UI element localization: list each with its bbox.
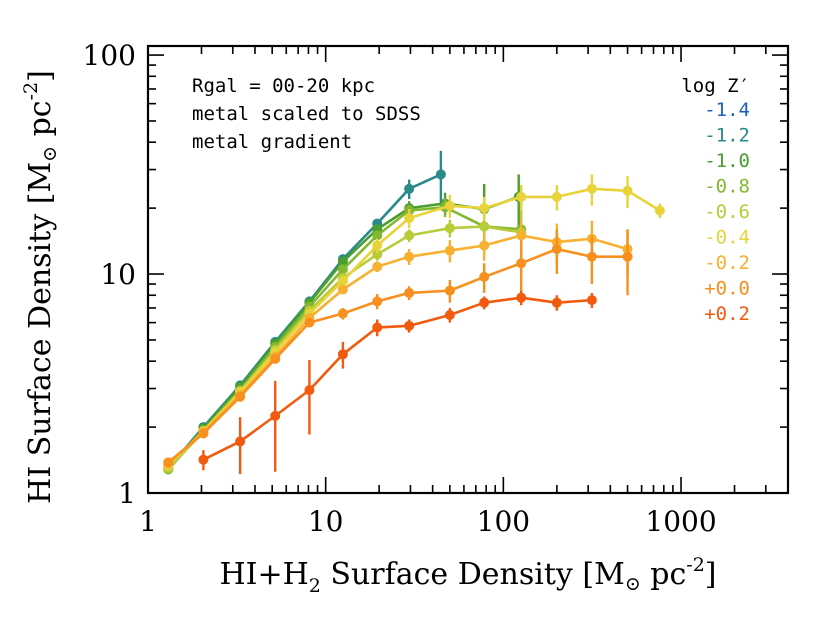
series-+0.0: [163, 229, 633, 468]
plot-content: [163, 150, 665, 475]
legend-entry--0.2: -0.2: [704, 252, 750, 274]
annotation-line-1: Rgal = 00-20 kpc: [192, 75, 375, 97]
data-point-+0.0-1: [198, 428, 209, 439]
data-point--0.8-6: [372, 230, 383, 241]
data-point-+0.0-9: [479, 271, 490, 282]
series--0.8: [163, 198, 527, 475]
axis-ticks: [147, 46, 789, 494]
y-tick-label-10: 10: [100, 258, 136, 291]
data-point--0.2-8: [444, 245, 455, 256]
data-point-+0.2-6: [404, 320, 415, 331]
series-line--0.4: [167, 187, 661, 467]
series-line-+0.2: [202, 296, 592, 461]
data-point-+0.0-10: [516, 258, 527, 269]
data-point--0.4-5: [337, 275, 348, 286]
data-point--0.2-9: [479, 240, 490, 251]
data-point-+0.0-2: [235, 391, 246, 402]
legend-entry-+0.0: +0.0: [704, 278, 750, 300]
data-point-+0.2-3: [304, 385, 315, 396]
data-point-+0.0-5: [337, 308, 348, 319]
annotation-line-3: metal gradient: [192, 131, 352, 153]
data-point-+0.2-10: [551, 297, 562, 308]
data-point-+0.0-11: [551, 244, 562, 255]
data-point-+0.2-7: [444, 309, 455, 320]
legend-entry-+0.2: +0.2: [704, 303, 750, 325]
data-point-+0.2-5: [372, 322, 383, 333]
legend-entry--0.8: -0.8: [704, 176, 750, 198]
data-point-+0.0-8: [444, 285, 455, 296]
data-point-+0.2-8: [479, 297, 490, 308]
data-point-+0.0-12: [586, 251, 597, 262]
legend-entry--1.0: -1.0: [704, 150, 750, 172]
data-point--0.2-5: [337, 284, 348, 295]
data-point--0.4-13: [622, 185, 633, 196]
data-point--0.4-11: [551, 191, 562, 202]
x-tick-label-100: 100: [477, 505, 530, 538]
legend-entry--0.4: -0.4: [704, 227, 750, 249]
data-point--0.6-6: [372, 249, 383, 260]
data-point--1.2-8: [435, 169, 446, 180]
annotation: Rgal = 00-20 kpc metal scaled to SDSS me…: [192, 75, 421, 153]
data-point--0.2-6: [372, 261, 383, 272]
data-point--0.4-14: [654, 205, 665, 216]
series-+0.2: [198, 290, 597, 475]
y-axis-label: HI Surface Density [M⊙ pc-2]: [20, 70, 61, 504]
series--0.4: [163, 174, 665, 471]
data-point-+0.2-0: [198, 454, 209, 465]
legend-entry--0.6: -0.6: [704, 201, 750, 223]
data-point--0.4-7: [404, 213, 415, 224]
data-point--1.2-7: [404, 183, 415, 194]
data-point--0.2-10: [516, 230, 527, 241]
data-point--0.2-7: [404, 251, 415, 262]
data-point--0.6-8: [444, 223, 455, 234]
x-tick-label-1: 1: [139, 505, 157, 538]
series--0.2: [163, 218, 633, 469]
data-point--0.8-5: [337, 264, 348, 275]
data-point-+0.2-2: [270, 410, 281, 421]
data-point-+0.0-7: [404, 287, 415, 298]
series-line-+0.0: [167, 247, 628, 464]
data-point-+0.0-0: [163, 457, 174, 468]
data-point--0.4-12: [586, 183, 597, 194]
series-line--0.2: [167, 234, 628, 465]
data-point-+0.2-11: [586, 295, 597, 306]
data-point-+0.0-13: [622, 251, 633, 262]
x-axis-label: HI+H2 Surface Density [M⊙ pc-2]: [219, 554, 716, 597]
x-tick-label-10: 10: [308, 505, 344, 538]
series--0.6: [163, 210, 527, 474]
data-point-+0.0-4: [304, 317, 315, 328]
x-tick-label-1000: 1000: [645, 505, 716, 538]
y-tick-label-100: 100: [83, 39, 136, 72]
data-point-+0.0-6: [372, 296, 383, 307]
legend: log Z′ -1.4 -1.2 -1.0 -0.8 -0.6 -0.4 -0.2 +0.0 +…: [681, 75, 750, 325]
y-tick-label-1: 1: [118, 477, 136, 510]
legend-entry--1.2: -1.2: [704, 125, 750, 147]
annotation-line-2: metal scaled to SDSS: [192, 103, 421, 125]
legend-entry--1.4: -1.4: [704, 99, 750, 121]
data-point--1.0-5: [337, 256, 348, 267]
legend-title: log Z′: [681, 75, 750, 97]
data-point--0.4-6: [372, 240, 383, 251]
series-line--0.8: [167, 205, 522, 471]
series-line--1.0: [167, 195, 520, 470]
data-point-+0.2-9: [516, 292, 527, 303]
data-point-+0.2-4: [337, 349, 348, 360]
data-point--0.4-10: [516, 191, 527, 202]
data-point-+0.2-1: [235, 436, 246, 447]
data-point--0.4-9: [479, 203, 490, 214]
data-point--0.4-8: [444, 200, 455, 211]
data-point-+0.0-3: [270, 353, 281, 364]
data-point--0.6-7: [404, 230, 415, 241]
data-point--0.6-9: [479, 221, 490, 232]
plot-frame: [146, 44, 790, 495]
